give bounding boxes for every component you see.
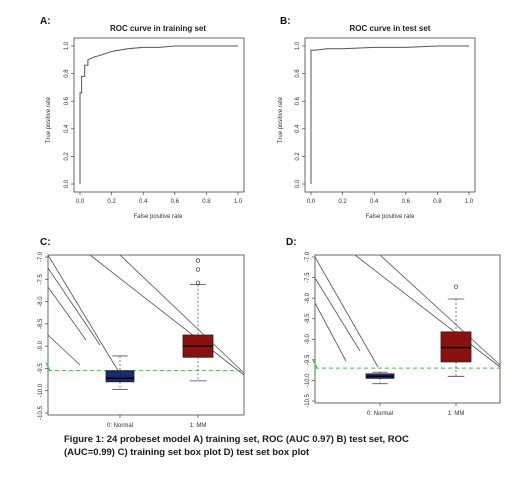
c-diagonal-line [47, 334, 81, 366]
panel-d-boxplot-test: D: -7.0 -7.5 -8.0 -8.5 -9.0 -9.5 -10.0 -10.5 0:… [286, 237, 501, 417]
c-mm-outlier [195, 258, 201, 263]
a-x-tick-label: 1.0 [234, 199, 243, 205]
c-y-tick-label: -7.0 [38, 251, 44, 262]
b-y-tick-label: 0.0 [295, 179, 301, 188]
a-y-tick-label: 0.4 [64, 124, 70, 133]
c-diagonal-line [89, 254, 245, 376]
d-y-tick-label: -7.5 [305, 272, 311, 283]
c-diagonal-line [119, 254, 245, 374]
panel-d-y-ticks: -7.0 -7.5 -8.0 -8.5 -9.0 -9.5 -10.0 -10.5 [305, 251, 315, 408]
c-category-label: 1: MM [190, 423, 207, 429]
c-normal-box [105, 370, 135, 383]
d-y-tick-label: -7.0 [305, 251, 311, 262]
panel-a-title: ROC curve in training set [110, 24, 206, 33]
c-mm-outlier [195, 280, 201, 286]
panel-b-y-ticks: 0.0 0.2 0.4 0.6 0.8 1.0 [295, 41, 305, 188]
d-y-tick-label: -8.5 [305, 313, 311, 324]
d-diagonal-line [314, 256, 379, 368]
d-mm-outlier [453, 284, 459, 289]
c-diagonal-line [47, 254, 121, 375]
d-diagonal-line [379, 254, 501, 366]
d-y-tick-label: -10.5 [305, 394, 311, 408]
a-x-tick-label: 0.4 [139, 199, 148, 205]
c-y-tick-label: -10.0 [38, 383, 44, 397]
panel-c-y-ticks: -7.0 -7.5 -8.0 -8.5 -9.0 -9.5 -10.0 -10.5 [38, 251, 48, 420]
panel-b-x-axis-label: False positive rate [366, 214, 415, 220]
d-category-label: 0: Normal [367, 411, 393, 417]
d-category-label: 1: MM [448, 411, 465, 417]
b-x-tick-label: 1.0 [465, 199, 474, 205]
caption-line-2: (AUC=0.99) C) training set box plot D) t… [64, 447, 310, 458]
panel-c-boxplot-training: C: -7.0 -7.5 -8.0 -8.5 -9.0 -9.5 -10.0 -10.5 0:… [38, 237, 245, 429]
panel-a-x-ticks: 0.0 0.2 0.4 0.6 0.8 1.0 [76, 192, 243, 205]
c-y-tick-label: -10.5 [38, 406, 44, 420]
b-x-tick-label: 0.4 [370, 199, 379, 205]
panel-b-title: ROC curve in test set [350, 24, 431, 33]
c-y-tick-label: -8.5 [38, 318, 44, 329]
panel-d-plot-frame [314, 254, 501, 404]
c-category-label: 0: Normal [107, 423, 133, 429]
panel-b-roc-curve [310, 45, 469, 184]
panel-d-boxes [312, 284, 500, 385]
panel-a-y-axis-label: True positive rate [46, 96, 52, 143]
c-mm-outlier [195, 267, 201, 272]
panel-a-roc-curve [79, 45, 238, 184]
panel-a-roc-training: A: ROC curve in training set 0.0 0.2 0.4 0.… [40, 16, 245, 220]
c-diagonal-line [47, 267, 101, 346]
d-y-tick-label: -9.5 [305, 354, 311, 365]
figure-caption: Figure 1: 24 probeset model A) training … [64, 433, 504, 459]
panel-a-y-ticks: 0.0 0.2 0.4 0.6 0.8 1.0 [64, 41, 74, 188]
panel-d-label: D: [286, 237, 297, 248]
d-y-tick-label: -10.0 [305, 373, 311, 387]
a-x-tick-label: 0.0 [76, 199, 85, 205]
panel-d-diagonal-lines [314, 254, 501, 368]
b-y-tick-label: 1.0 [295, 41, 301, 50]
b-x-tick-label: 0.0 [307, 199, 316, 205]
panel-b-x-ticks: 0.0 0.2 0.4 0.6 0.8 1.0 [307, 192, 474, 205]
a-y-tick-label: 0.2 [64, 152, 70, 161]
panel-c-label: C: [40, 237, 51, 248]
b-y-tick-label: 0.2 [295, 152, 301, 161]
a-y-tick-label: 1.0 [64, 41, 70, 50]
d-diagonal-line [314, 277, 361, 352]
b-x-tick-label: 0.8 [433, 199, 442, 205]
panel-d-x-categories: 0: Normal 1: MM [367, 403, 464, 417]
a-x-tick-label: 0.8 [202, 199, 211, 205]
caption-line-1: Figure 1: 24 probeset model A) training … [64, 434, 409, 445]
a-y-tick-label: 0.8 [64, 69, 70, 78]
d-y-tick-label: -9.0 [305, 333, 311, 344]
d-diagonal-line [354, 254, 501, 368]
panel-c-x-categories: 0: Normal 1: MM [107, 415, 206, 429]
d-threshold-marker [312, 359, 318, 369]
panel-a-plot-frame [73, 37, 245, 193]
b-y-tick-label: 0.4 [295, 124, 301, 133]
c-y-tick-label: -8.0 [38, 296, 44, 307]
panel-b-roc-test: B: ROC curve in test set 0.0 0.2 0.4 0.6 0.8… [278, 16, 476, 220]
a-y-tick-label: 0.6 [64, 96, 70, 105]
panel-b-label: B: [280, 16, 291, 27]
b-x-tick-label: 0.2 [338, 199, 347, 205]
c-y-tick-label: -9.0 [38, 340, 44, 351]
c-y-tick-label: -7.5 [38, 273, 44, 284]
d-diagonal-line [314, 302, 347, 362]
d-y-tick-label: -8.0 [305, 292, 311, 303]
panel-a-label: A: [40, 16, 51, 27]
b-y-tick-label: 0.8 [295, 69, 301, 78]
b-x-tick-label: 0.6 [402, 199, 411, 205]
c-diagonal-line [47, 286, 87, 341]
panel-c-diagonal-lines [47, 254, 245, 376]
a-x-tick-label: 0.2 [107, 199, 116, 205]
c-y-tick-label: -9.5 [38, 363, 44, 374]
panel-a-x-axis-label: False positive rate [134, 214, 183, 220]
c-threshold-marker [45, 362, 51, 371]
panel-c-plot-frame [47, 254, 245, 416]
a-y-tick-label: 0.0 [64, 179, 70, 188]
panel-b-y-axis-label: True positive rate [278, 96, 284, 143]
b-y-tick-label: 0.6 [295, 96, 301, 105]
a-x-tick-label: 0.6 [171, 199, 180, 205]
panel-b-plot-frame [304, 37, 476, 193]
panel-c-boxes [45, 258, 244, 390]
